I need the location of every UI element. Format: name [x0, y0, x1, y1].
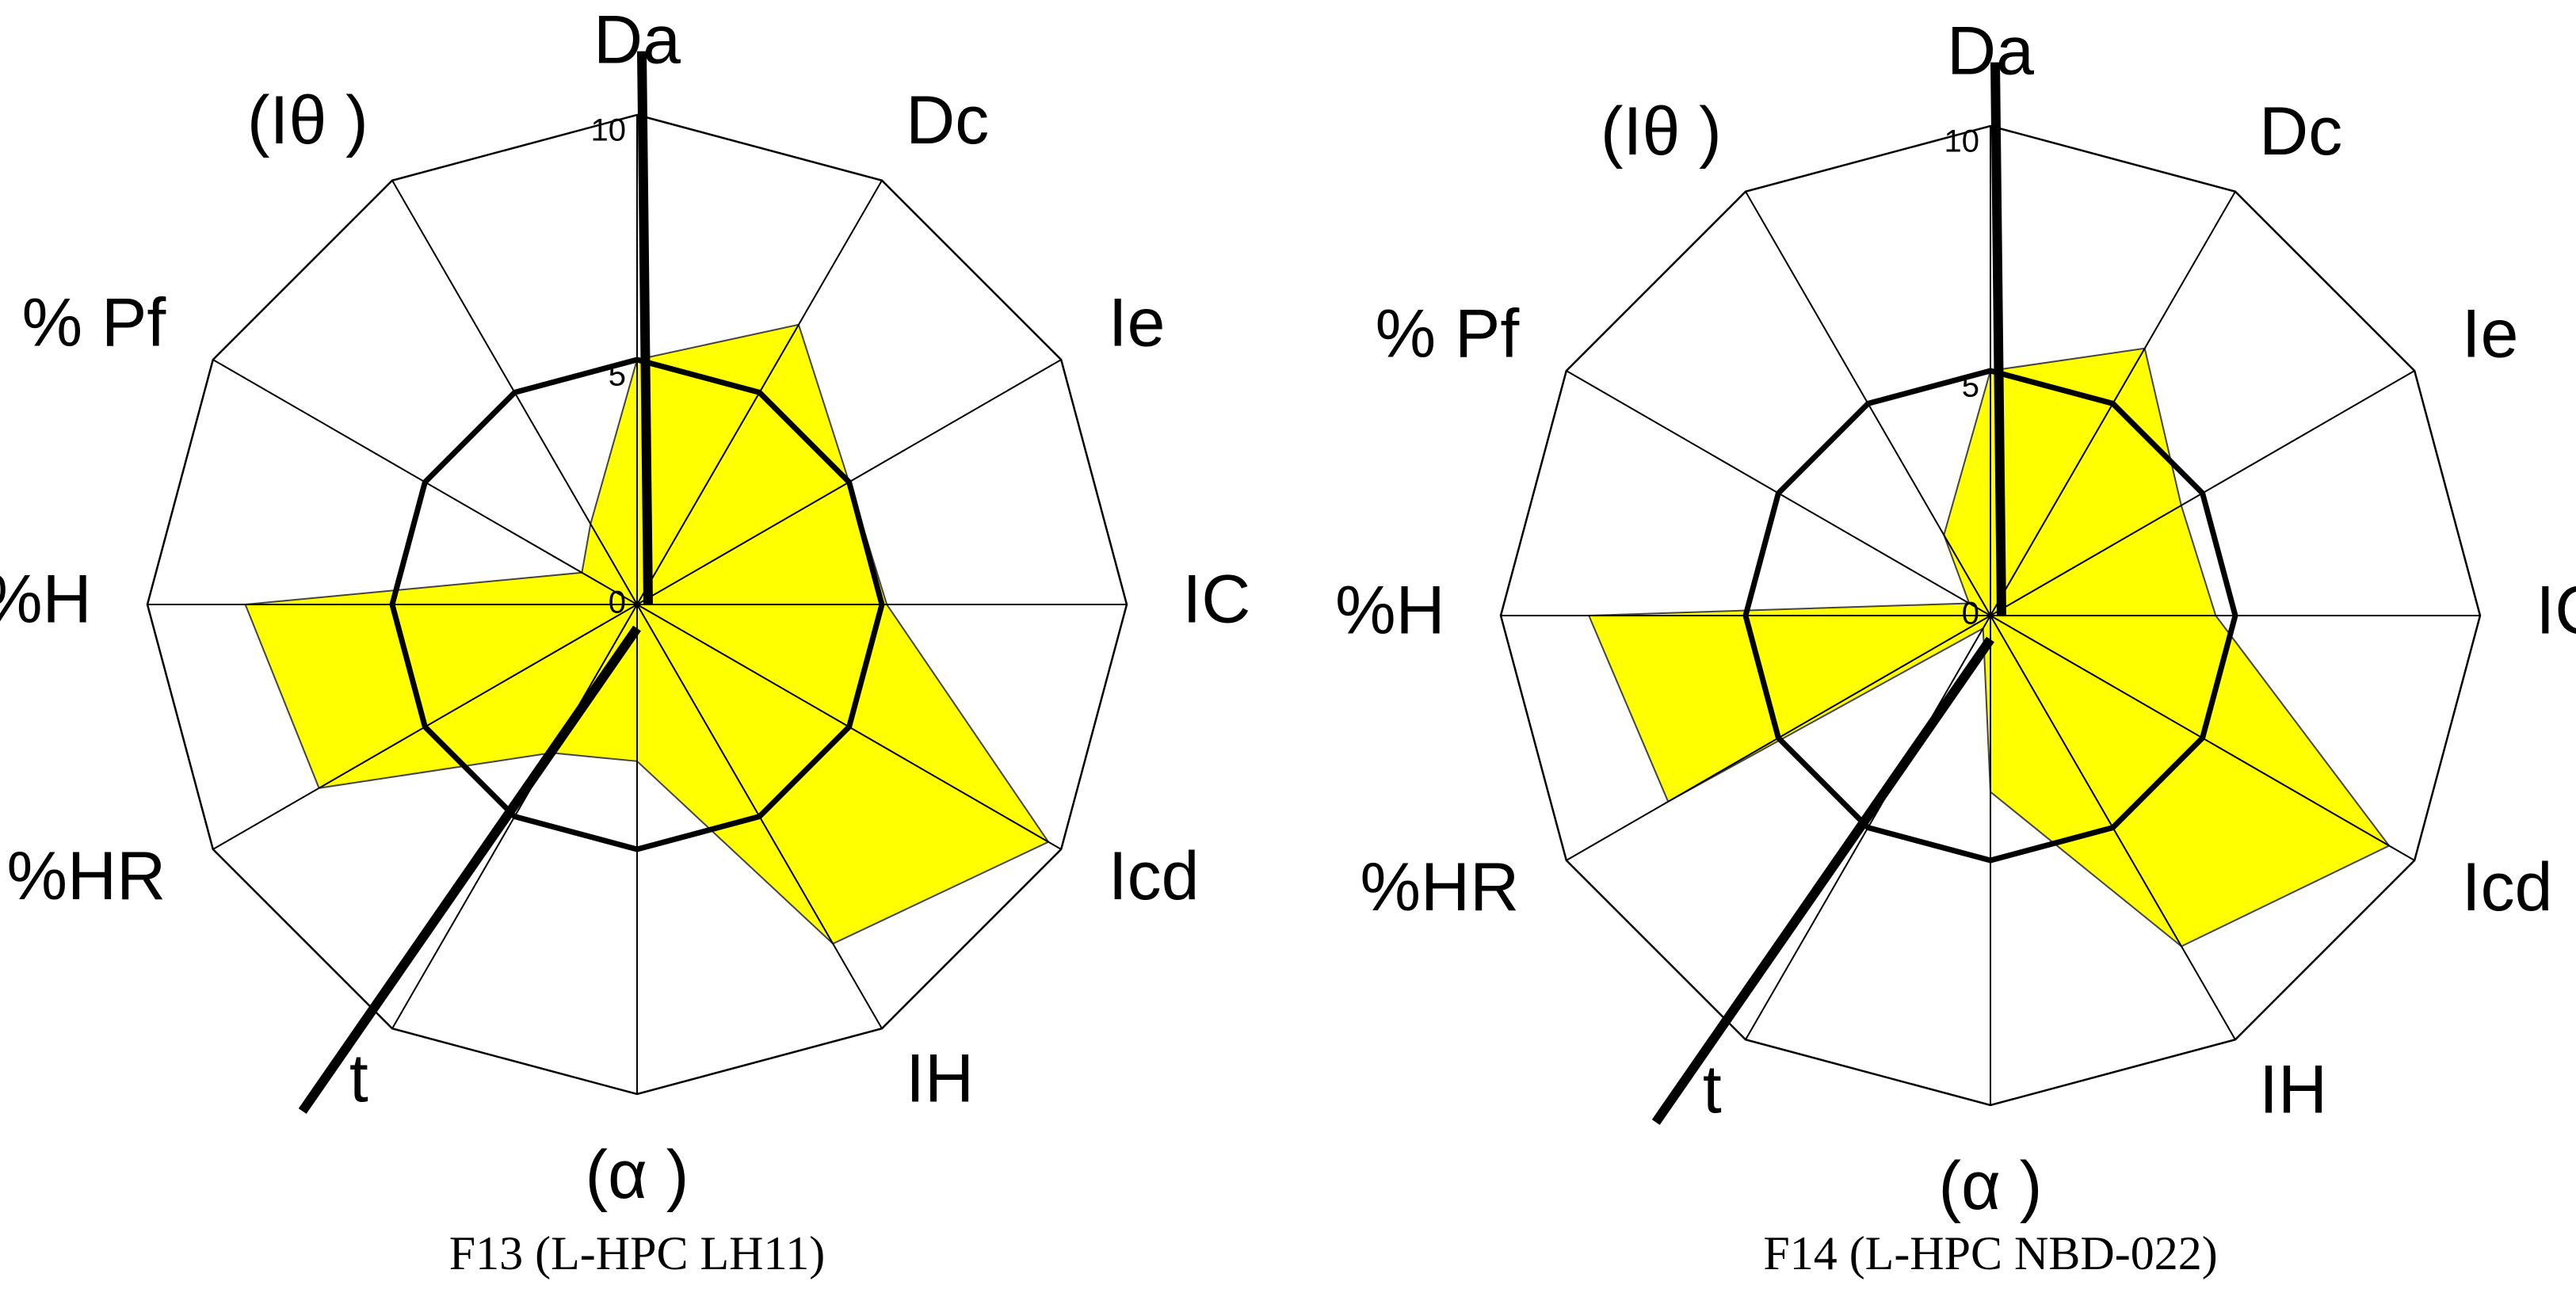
- category-label: (α ): [1939, 1148, 2043, 1224]
- category-label: Icd: [2462, 849, 2553, 925]
- grid-ring: [1499, 124, 2482, 1107]
- category-label: %H: [1335, 573, 1445, 649]
- r-tick-label: 10: [1944, 124, 1980, 159]
- r-tick-label: 0: [1962, 597, 1979, 631]
- category-label: IC: [2536, 573, 2576, 649]
- category-label: % Pf: [22, 285, 167, 361]
- category-label: IH: [2259, 1051, 2327, 1127]
- category-label: t: [1703, 1051, 1722, 1127]
- caption: F14 (L-HPC NBD-022): [1763, 1227, 2217, 1279]
- category-label: Dc: [2259, 93, 2342, 170]
- category-label: (Iθ ): [1601, 93, 1722, 170]
- category-label: (Iθ ): [247, 82, 368, 158]
- grid-ring: [146, 113, 1128, 1096]
- category-label: Da: [593, 2, 681, 78]
- r-tick-label: 0: [609, 585, 626, 620]
- r-tick-label: 10: [591, 113, 627, 148]
- axis-stroke: [298, 625, 641, 1114]
- category-label: Da: [1947, 13, 2034, 89]
- category-label: %HR: [1361, 849, 1520, 925]
- r-tick-label: 5: [609, 358, 626, 393]
- category-label: Ie: [1109, 285, 1166, 361]
- category-label: Ie: [2462, 296, 2519, 372]
- r-tick-label: 5: [1962, 369, 1979, 404]
- caption: F13 (L-HPC LH11): [449, 1227, 825, 1279]
- axis-stroke: [637, 51, 653, 605]
- category-label: Icd: [1109, 838, 1200, 914]
- category-label: IC: [1182, 562, 1250, 638]
- category-label: Dc: [906, 82, 989, 158]
- grid-ring: [1742, 368, 2238, 864]
- category-label: IH: [906, 1040, 974, 1116]
- category-label: % Pf: [1376, 296, 1521, 372]
- grid-ring: [389, 357, 885, 852]
- category-label: t: [349, 1040, 368, 1116]
- axis-stroke: [1651, 636, 1994, 1125]
- axis-stroke: [1990, 62, 2006, 616]
- category-label: (α ): [586, 1137, 689, 1213]
- category-label: %H: [0, 562, 92, 638]
- category-label: %HR: [7, 838, 166, 914]
